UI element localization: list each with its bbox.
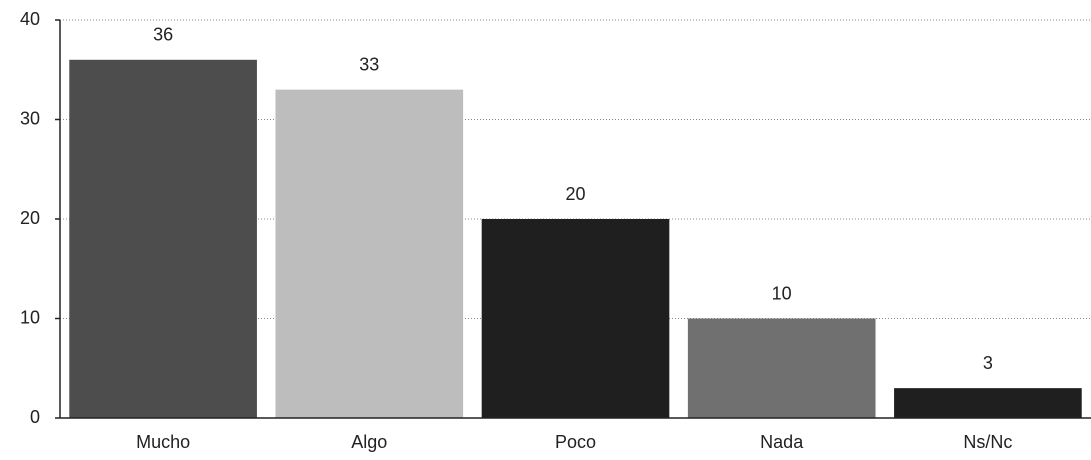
y-tick-label: 0 [30, 407, 40, 427]
value-label: 33 [359, 54, 379, 74]
y-tick-label: 40 [20, 9, 40, 29]
y-tick-label: 20 [20, 208, 40, 228]
value-label: 10 [772, 283, 792, 303]
bar [69, 59, 257, 419]
bar [275, 89, 464, 419]
y-tick-label: 30 [20, 108, 40, 128]
x-tick-label: Mucho [136, 432, 190, 452]
bar [894, 388, 1082, 418]
x-tick-label: Nada [760, 432, 804, 452]
value-label: 20 [565, 184, 585, 204]
value-label: 3 [983, 353, 993, 373]
x-tick-label: Ns/Nc [963, 432, 1012, 452]
x-tick-label: Algo [351, 432, 387, 452]
bar [687, 318, 876, 418]
x-tick-label: Poco [555, 432, 596, 452]
y-tick-label: 10 [20, 307, 40, 327]
bar [481, 219, 670, 418]
value-label: 36 [153, 25, 173, 45]
